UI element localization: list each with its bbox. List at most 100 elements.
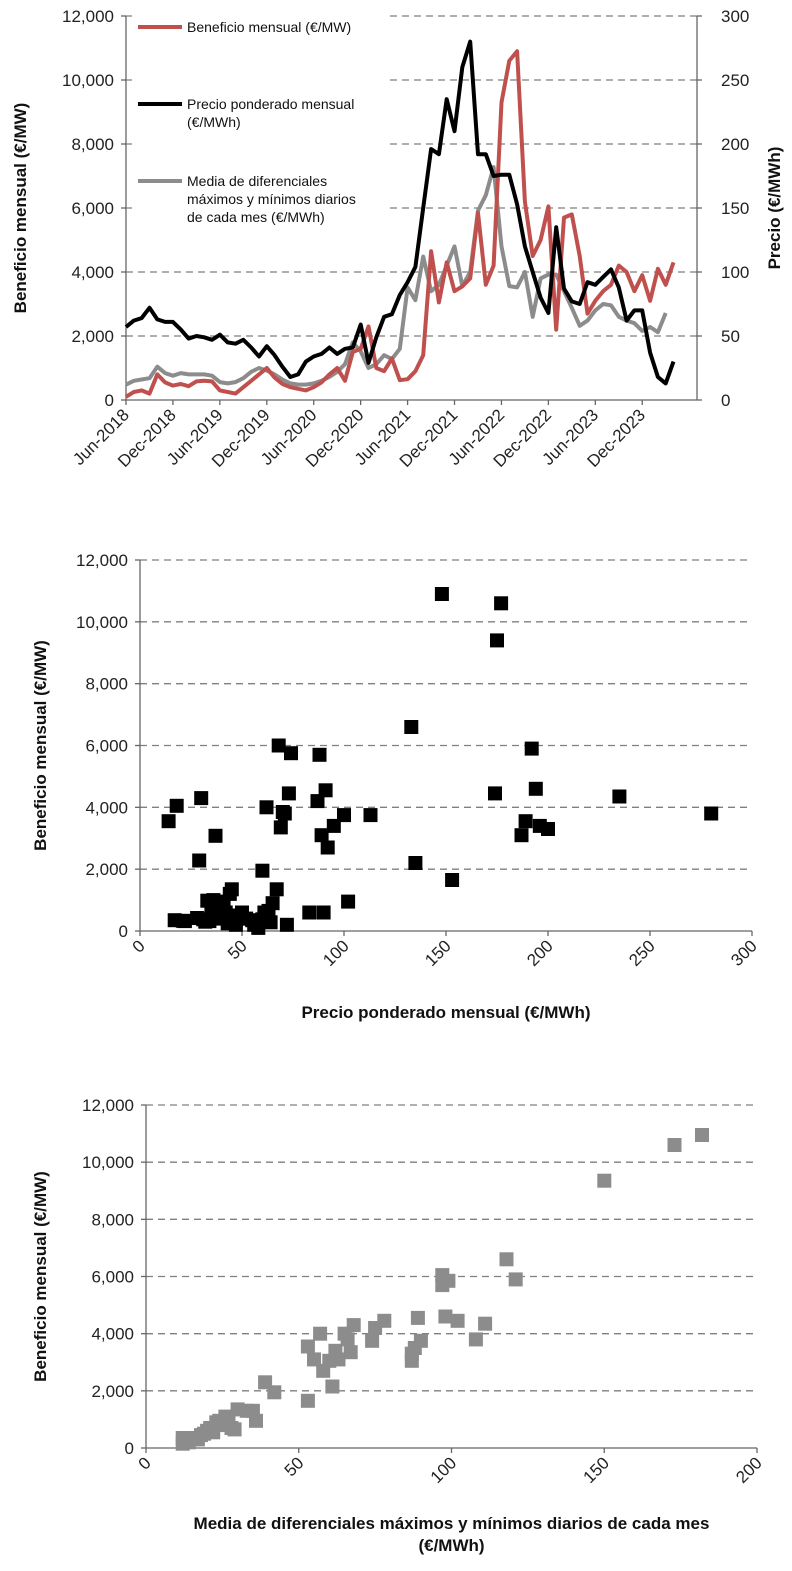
x-tick-label: 50 [224, 936, 251, 963]
data-point [307, 1352, 321, 1367]
right-tick-label: 0 [721, 391, 730, 410]
data-point [271, 738, 286, 753]
x-tick-label: 300 [727, 936, 760, 969]
scatter-chart-spread: 0 2,000 4,000 6,000 8,000 10,000 12,000 0 50 100 1… [31, 1096, 766, 1555]
left-tick-label: 2,000 [71, 327, 114, 346]
data-point [259, 800, 274, 815]
data-point [177, 914, 192, 929]
data-point [331, 1352, 346, 1367]
left-tick-label: 10,000 [62, 71, 114, 90]
right-tick-label: 200 [721, 135, 749, 154]
x-tick-label: 200 [523, 936, 556, 969]
data-point [518, 814, 533, 829]
y-tick-label: 6,000 [85, 737, 128, 756]
data-point [404, 1353, 419, 1368]
data-point [514, 828, 529, 843]
data-point [612, 789, 627, 804]
data-point [316, 905, 331, 920]
x-tick-label: 50 [281, 1453, 308, 1480]
data-point [488, 786, 502, 801]
data-point [490, 633, 504, 648]
y-tick-label: 4,000 [85, 798, 128, 817]
y-tick-label: 8,000 [85, 675, 128, 694]
series-line-3 [125, 165, 668, 387]
data-point [343, 1345, 358, 1360]
data-point [277, 806, 292, 821]
y-tick-label: 10,000 [76, 613, 128, 632]
y-tick-label: 12,000 [76, 551, 128, 570]
right-tick-label: 150 [721, 199, 749, 218]
legend-label: (€/MWh) [187, 114, 241, 130]
left-tick-label: 0 [105, 391, 114, 410]
data-point [468, 1332, 483, 1347]
data-point [320, 840, 335, 855]
data-point [161, 814, 176, 829]
data-point [255, 863, 270, 878]
data-point [208, 828, 223, 843]
data-point [695, 1128, 709, 1142]
data-point [326, 818, 341, 833]
data-point [541, 822, 555, 836]
data-point [314, 828, 329, 843]
scatter-chart-price: 0 2,000 4,000 6,000 8,000 10,000 12,000 0 50 100 1… [31, 551, 761, 1022]
left-tick-label: 4,000 [71, 263, 114, 282]
x-tick-label: 0 [129, 936, 149, 956]
data-point [404, 720, 419, 734]
data-point [224, 882, 239, 897]
data-point [704, 806, 719, 821]
y-tick-label: 0 [125, 1439, 134, 1458]
data-point [300, 1339, 315, 1354]
left-tick-label: 6,000 [71, 199, 114, 218]
legend-label: máximos y mínimos diarios [187, 191, 356, 207]
data-point [284, 746, 298, 761]
x-tick-label: 100 [319, 936, 352, 969]
y-tick-label: 12,000 [82, 1096, 134, 1115]
right-tick-label: 50 [721, 327, 740, 346]
y-tick-label: 2,000 [91, 1382, 134, 1401]
x-tick-label: 250 [625, 936, 658, 969]
data-point [325, 1379, 340, 1394]
data-point [300, 1393, 315, 1408]
data-point [494, 596, 509, 611]
data-point [438, 1309, 453, 1324]
data-point [408, 856, 423, 870]
data-point [410, 1310, 425, 1325]
data-point [267, 1385, 282, 1400]
series-line-2 [124, 39, 676, 386]
data-point [667, 1138, 682, 1152]
x-axis-title: Media de diferenciales máximos y mínimos… [194, 1514, 710, 1533]
right-tick-label: 100 [721, 263, 749, 282]
left-tick-label: 8,000 [71, 135, 114, 154]
timeseries-chart: 0 2,000 4,000 6,000 8,000 10,000 12,000 0 50 100 1… [11, 7, 784, 471]
data-point [499, 1252, 514, 1267]
data-point [310, 794, 325, 809]
x-tick-label: 0 [135, 1453, 155, 1473]
data-point [340, 1332, 355, 1347]
y-axis-title: Beneficio mensual (€/MW) [31, 640, 50, 851]
x-tick-label: 200 [732, 1453, 765, 1486]
data-point [273, 820, 288, 835]
data-point [337, 808, 351, 823]
data-point [597, 1173, 612, 1188]
legend-background [132, 10, 390, 240]
data-point [413, 1333, 428, 1348]
legend: Beneficio mensual (€/MW) Precio ponderado… [132, 10, 390, 240]
y-tick-label: 0 [119, 922, 128, 941]
x-axis-title: (€/MWh) [418, 1536, 484, 1555]
x-axis-title: Precio ponderado mensual (€/MWh) [301, 1003, 590, 1022]
legend-label: Beneficio mensual (€/MW) [187, 19, 351, 35]
data-point [169, 798, 184, 813]
data-point [318, 783, 333, 798]
legend-label: Precio ponderado mensual [187, 96, 354, 112]
data-point [528, 781, 543, 796]
data-point [269, 882, 284, 897]
data-point [445, 873, 460, 887]
right-tick-label: 250 [721, 71, 749, 90]
data-point [263, 915, 278, 930]
data-point [281, 786, 296, 801]
y-axis-title: Beneficio mensual (€/MW) [31, 1171, 50, 1382]
x-tick-label: 150 [580, 1453, 613, 1486]
data-point [524, 741, 539, 756]
data-point [365, 1333, 380, 1348]
